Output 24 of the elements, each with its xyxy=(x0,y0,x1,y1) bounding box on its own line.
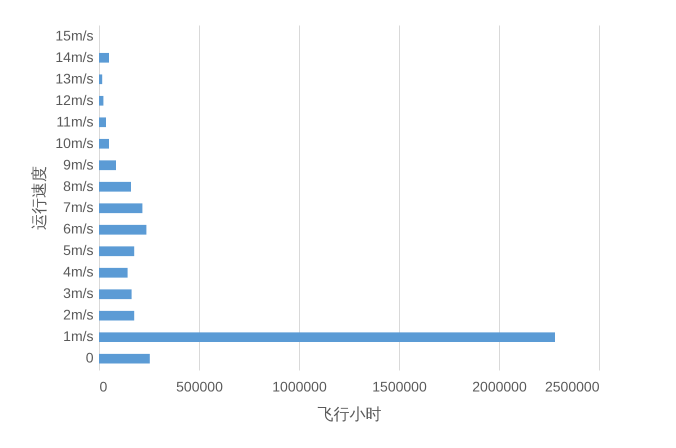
y-tick-label: 9m/s xyxy=(63,156,94,172)
x-tick-label: 500000 xyxy=(176,378,224,394)
x-tick-label: 2000000 xyxy=(472,378,527,394)
y-tick-label: 8m/s xyxy=(63,178,94,194)
x-axis-title: 飞行小时 xyxy=(318,406,382,424)
x-tick-label: 1500000 xyxy=(372,378,427,394)
x-tick-label: 0 xyxy=(100,378,108,394)
y-tick-label: 2m/s xyxy=(63,306,94,323)
y-tick-label: 14m/s xyxy=(55,48,94,65)
y-tick-label: 0 xyxy=(86,350,94,366)
y-tick-label: 13m/s xyxy=(55,70,94,86)
y-tick-label: 1m/s xyxy=(63,328,94,344)
y-tick-label: 4m/s xyxy=(63,264,94,280)
y-axis-title: 运行速度 xyxy=(30,166,48,230)
y-tick-label: 5m/s xyxy=(63,242,94,258)
y-tick-label: 7m/s xyxy=(63,199,94,216)
x-tick-label: 1000000 xyxy=(272,378,327,394)
y-tick-label: 3m/s xyxy=(63,285,94,302)
y-tick-label: 12m/s xyxy=(55,92,94,108)
y-tick-label: 11m/s xyxy=(56,113,94,130)
y-tick-label: 6m/s xyxy=(63,220,94,237)
y-tick-label: 15m/s xyxy=(55,27,94,44)
x-tick-label: 2500000 xyxy=(544,378,600,394)
y-tick-label: 10m/s xyxy=(55,134,94,151)
